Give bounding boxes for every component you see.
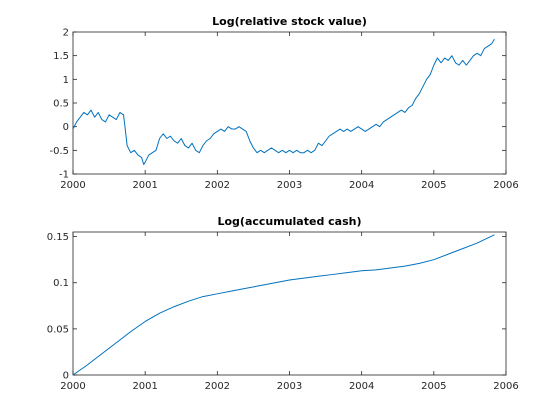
x-tick-label: 2000 — [60, 180, 85, 191]
x-tick-label: 2006 — [493, 381, 518, 392]
axes-frame — [72, 231, 507, 376]
y-tick-label: 0.5 — [53, 99, 69, 110]
accumulated-cash-plot: Log(accumulated cash) 2000 2001 2002 2003 200… — [47, 215, 519, 392]
y-tick-label: -1 — [59, 170, 69, 181]
x-tick-label: 2004 — [349, 381, 374, 392]
y-tick-label: 2 — [63, 28, 69, 39]
y-tick-label: 0.15 — [47, 232, 69, 243]
x-tick-label: 2001 — [132, 180, 157, 191]
x-tick-label: 2002 — [205, 381, 230, 392]
x-tick-label: 2002 — [205, 180, 230, 191]
y-tick-label: 0 — [63, 371, 69, 382]
plot-title: Log(accumulated cash) — [217, 215, 361, 228]
axes-frame — [72, 31, 507, 175]
x-tick-label: 2003 — [277, 180, 302, 191]
stock-value-plot: Log(relative stock value)2000 2001 2002 200… — [49, 15, 518, 191]
y-tick-label: 1 — [63, 75, 69, 86]
y-tick-label: 1.5 — [53, 51, 69, 62]
x-tick-label: 2004 — [349, 180, 374, 191]
plot-title: Log(relative stock value) — [212, 15, 367, 28]
x-tick-label: 2006 — [493, 180, 518, 191]
series-line — [72, 234, 495, 376]
y-tick-label: 0.05 — [47, 324, 69, 335]
x-tick-label: 2005 — [421, 381, 446, 392]
y-tick-label: 0 — [63, 122, 69, 133]
y-tick-label: 0.1 — [53, 278, 69, 289]
x-tick-label: 2003 — [277, 381, 302, 392]
x-tick-label: 2001 — [132, 381, 157, 392]
x-tick-label: 2000 — [60, 381, 85, 392]
y-tick-label: -0.5 — [49, 146, 69, 157]
series-line — [72, 38, 495, 166]
x-tick-label: 2005 — [421, 180, 446, 191]
